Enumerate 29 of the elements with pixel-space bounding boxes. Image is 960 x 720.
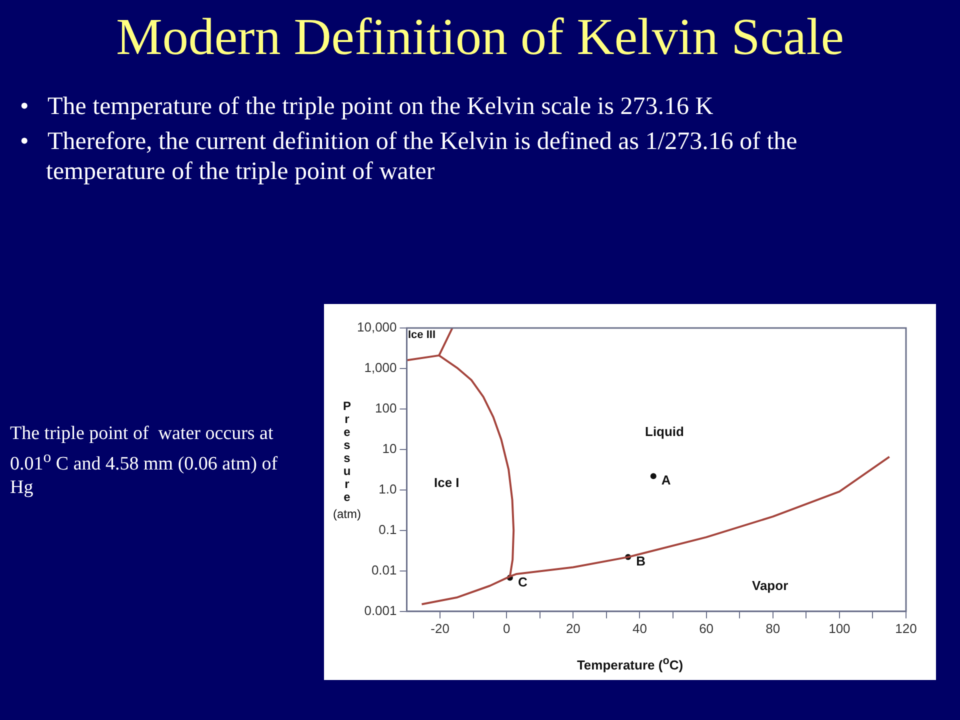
x-tick-label: 40	[632, 620, 647, 636]
y-tick-label: 1.0	[378, 482, 397, 497]
series-label: C	[518, 574, 528, 590]
y-tick-label: 0.001	[364, 602, 397, 618]
chart-title: Modern Definition of Kelvin Scale	[115, 8, 845, 67]
text: Pressure (atm)	[333, 399, 361, 521]
x-tick-label: 0	[502, 620, 510, 636]
series-label: B	[636, 554, 646, 569]
y-tick-label: 10,000	[356, 320, 397, 335]
x-tick-label: 20	[566, 620, 580, 636]
y-tick-label: 0.1	[378, 522, 397, 538]
x-axis-title: Temperature ($^{o}$C)	[576, 654, 684, 672]
x-tick-label: 60	[699, 620, 714, 636]
y-tick-label: 10	[382, 441, 397, 456]
text: The triple point of water occurs at 0.01$^{o}$ C and 4.58 mm (0.06 atm) of Hg	[10, 423, 278, 498]
x-tick-label: 80	[766, 620, 780, 636]
y-tick-label: 0.01	[371, 562, 397, 578]
y-tick-label: 1,000	[364, 360, 397, 376]
x-tick-label: -20	[430, 620, 450, 636]
annotation: Liquid	[645, 424, 684, 440]
series-label: A	[661, 472, 672, 488]
text: • Therefore, the current definition of the Kelvin is defined as 1/273.16 of the temperature of the triple point of water	[20, 127, 798, 187]
annotation: Ice III	[408, 328, 436, 343]
text: • The temperature of the triple point on the Kelvin scale is 273.16 K	[20, 92, 714, 122]
y-tick-label: 100	[375, 400, 397, 416]
x-tick-label: 120	[895, 620, 917, 636]
annotation: Ice I	[434, 475, 460, 491]
x-tick-label: 100	[828, 620, 850, 636]
annotation: Vapor	[752, 578, 788, 594]
